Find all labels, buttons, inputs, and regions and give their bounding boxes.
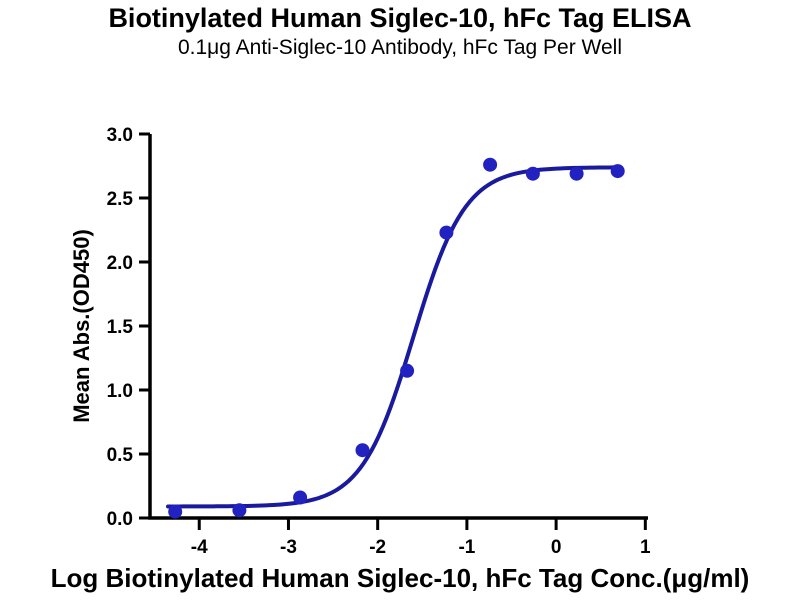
data-point [525, 166, 540, 181]
y-tick-label: 3.0 [107, 125, 133, 146]
data-point [610, 164, 625, 179]
x-tick-label: 1 [640, 537, 651, 558]
data-point [439, 225, 454, 240]
fit-curve [166, 165, 623, 509]
x-tick-label: 0 [551, 537, 562, 558]
data-point [168, 504, 183, 519]
data-point [400, 363, 415, 378]
y-tick-label: 0.5 [107, 445, 134, 466]
y-tick-label: 1.5 [107, 317, 134, 338]
data-point [355, 443, 370, 458]
y-tick-label: 2.0 [107, 253, 133, 274]
y-tick-label: 1.0 [107, 381, 133, 402]
x-tick-label: -1 [458, 537, 475, 558]
x-axis-label: Log Biotinylated Human Siglec-10, hFc Ta… [50, 563, 750, 593]
x-tick-label: -2 [369, 537, 386, 558]
y-tick-label: 0.0 [107, 509, 133, 530]
y-tick-label: 2.5 [107, 189, 134, 210]
axes [148, 134, 648, 520]
data-point [569, 166, 584, 181]
chart-title: Biotinylated Human Siglec-10, hFc Tag EL… [108, 3, 692, 33]
data-point [483, 157, 498, 172]
x-tick-label: -4 [191, 537, 208, 558]
data-point [293, 490, 308, 505]
data-point [232, 503, 247, 518]
x-tick-label: -3 [280, 537, 297, 558]
chart-subtitle: 0.1μg Anti-Siglec-10 Antibody, hFc Tag P… [177, 36, 622, 59]
